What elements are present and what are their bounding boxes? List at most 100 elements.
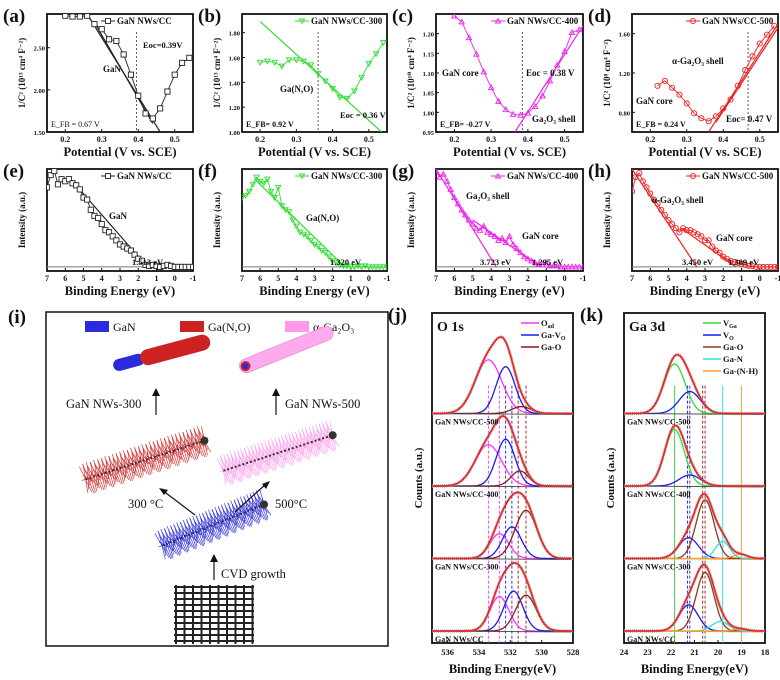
data-point [439,170,447,177]
x-tick-label: 6 [648,274,652,283]
nanowire-bristle [276,453,278,465]
nanowire-bristle [227,518,234,523]
data-point [260,180,268,187]
y-tick-label: 1.80 [229,31,240,38]
nanowire-bristle [222,515,228,520]
nanowire-bristle [208,509,215,525]
nanowire-bristle [180,448,182,460]
nanowire-bristle [198,442,200,454]
nanowire-bristle [151,457,154,471]
data-point [451,194,458,201]
data-point [264,58,271,65]
y-tick-label: 1.00 [229,130,240,137]
nanowire-bristle [167,535,174,542]
blue-brush [154,490,272,560]
nanowire-bristle [148,450,155,458]
x-tick-label: 6 [258,274,262,283]
nanowire-bristle [232,467,240,482]
y-axis-label: Intensity (a.u.) [212,192,222,248]
data-point [298,18,306,25]
legend-label: Ga-O [723,342,744,352]
data-point [351,88,358,95]
panel-label: (k) [580,305,603,326]
nanowire-bristle [271,454,277,471]
nanowire-bristle [108,471,115,487]
nw500-label: GaN NWs-500 [285,397,360,411]
nanowire-bristle [183,443,189,447]
series-line [260,42,384,99]
nanowire-bristle [312,441,319,457]
data-point [480,222,488,229]
nanowire-bristle [92,469,100,476]
data-point [300,58,307,65]
sample-label: GaN NWs/CC [435,635,484,644]
data-point [358,264,365,271]
data-point [513,245,521,252]
fit-line [708,23,778,132]
x-tick-label: 2 [331,274,335,283]
nanowire-bristle [259,458,266,474]
data-point [365,61,373,68]
nanowire-bristle [154,455,158,462]
nanowire-bristle [169,451,172,465]
nanowire-bristle [310,442,312,454]
nw300-label: GaN NWs-300 [66,397,141,411]
nanowire-bristle [245,511,252,527]
arrow-500 [234,483,267,513]
nanowire-bristle [85,462,92,478]
y-tick-label: 1.20 [229,105,240,112]
nanowire-bristle [172,541,175,551]
data-point [138,257,145,264]
data-point [380,40,387,47]
nanowire-bristle [130,447,137,464]
x-tick-label: 7 [45,274,49,283]
data-point [502,238,510,245]
data-point [69,14,76,20]
raw-data [432,561,573,633]
nanowire-bristle [134,448,142,462]
data-point [661,77,668,84]
nanowire-bristle [243,448,251,463]
nanowire-bristle [233,501,242,514]
nanowire-bristle [227,518,235,534]
nanowire-bristle [227,502,235,517]
data-point [517,249,524,256]
data-point [487,84,495,91]
data-point [293,57,300,64]
material-label: GaN [103,64,122,74]
nanowire-bristle [90,476,94,481]
nanowire-bristle [156,455,164,467]
nanowire-bristle [126,465,129,474]
nanowire-bristle [93,459,100,476]
nanowire-bristle [182,447,190,456]
x-tick-label: 536 [441,647,454,657]
nanowire-bristle [175,529,183,538]
plot-frame [431,312,574,644]
fiber-end [259,500,268,509]
nanowire-bristle [250,509,258,524]
nanowire-bristle [266,456,274,471]
nanowire-bristle [81,478,86,481]
panel-label: (f) [198,161,217,182]
data-point [491,232,499,239]
x-tick-label: 528 [567,647,580,657]
nanowire-bristle [236,515,244,522]
nanowire-bristle [103,473,107,488]
y-tick-label: 1.10 [423,71,434,78]
nanowire-bristle [190,444,192,455]
nanowire-bristle [252,508,259,515]
nanowire-bristle [193,427,200,443]
nanowire-bristle [85,479,89,494]
data-point [756,263,763,270]
nanowire-bristle [198,522,206,529]
nanowire-bristle [143,460,145,472]
nanowire-bristle [149,445,153,458]
data-point [676,91,683,98]
legend-label: VGa [723,318,737,330]
nanowire-bristle [240,513,245,528]
nanowire-bristle [213,524,221,540]
data-point [451,14,458,19]
plot-frame [46,13,194,133]
nanowire-bristle [220,521,222,532]
data-point [690,173,696,179]
